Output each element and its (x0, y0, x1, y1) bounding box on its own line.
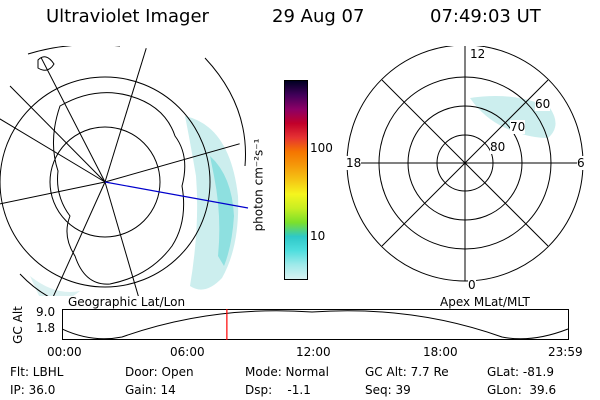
aurora-emission-mag (470, 95, 556, 138)
mlat-label-70: 70 (510, 120, 526, 134)
altitude-timeline (62, 309, 569, 340)
outer-latitude-arc (19, 273, 49, 296)
ip-status: IP: 36.0 (10, 383, 56, 397)
glon-status: GLon: 39.6 (487, 383, 557, 397)
coastline (52, 92, 186, 285)
colorbar-tick-100: 100 (310, 141, 333, 155)
geographic-map (0, 46, 249, 296)
timeline-xtick-2: 12:00 (296, 345, 331, 359)
timeline-xtick-3: 18:00 (423, 345, 458, 359)
sequence-status: Seq: 39 (365, 383, 411, 397)
timeline-xtick-1: 06:00 (170, 345, 205, 359)
dial-grid (346, 46, 584, 282)
colorbar (284, 80, 308, 280)
gc-altitude-status: GC Alt: 7.7 Re (365, 365, 449, 379)
mlt-label-0: 0 (468, 278, 476, 292)
timeline-ytick-1-8: 1.8 (36, 321, 56, 335)
timeline-xtick-4: 23:59 (548, 345, 583, 359)
mlat-label-60: 60 (535, 97, 551, 111)
glat-status: GLat: -81.9 (487, 365, 554, 379)
left-panel-caption: Geographic Lat/Lon (68, 295, 186, 309)
mlt-label-12: 12 (470, 47, 486, 61)
mlat-label-80: 80 (490, 140, 506, 154)
timeline-axis-label: GC Alt (11, 306, 25, 344)
mode-status: Mode: Normal (245, 365, 329, 379)
map-grid (0, 46, 245, 296)
satellite-track-line (104, 181, 249, 209)
instrument-title: Ultraviolet Imager (46, 6, 209, 27)
right-panel-caption: Apex MLat/MLT (440, 295, 530, 309)
colorbar-unit-label: photon cm⁻²s⁻¹ (251, 138, 266, 232)
time-label: 07:49:03 UT (430, 6, 541, 27)
timeline-xtick-0: 00:00 (47, 345, 82, 359)
magnetic-dial (346, 46, 584, 282)
door-status: Door: Open (125, 365, 194, 379)
mlt-label-18: 18 (346, 156, 362, 170)
mlt-label-6: 6 (577, 156, 585, 170)
filter-status: Flt: LBHL (10, 365, 64, 379)
timeline-frame (62, 309, 569, 340)
dsp-status: Dsp: -1.1 (245, 383, 311, 397)
altitude-curve (62, 310, 569, 340)
timeline-ytick-9: 9.0 (36, 305, 56, 319)
date-label: 29 Aug 07 (272, 6, 365, 27)
aurora-emission (30, 116, 239, 296)
gain-status: Gain: 14 (125, 383, 176, 397)
colorbar-tick-10: 10 (310, 229, 326, 243)
